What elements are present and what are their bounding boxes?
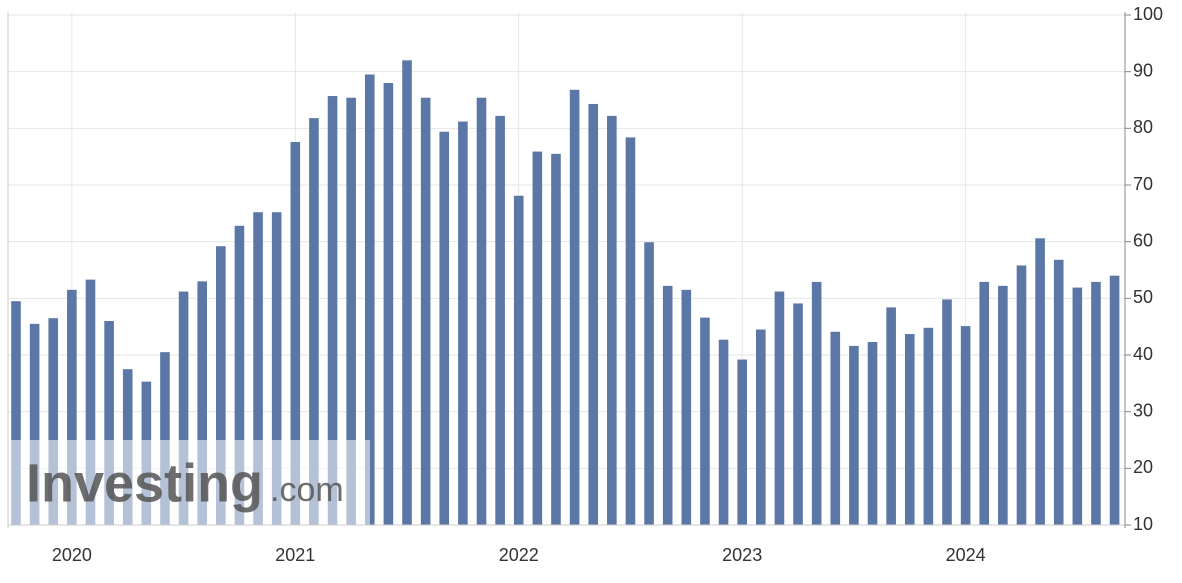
x-tick-label: 2021 bbox=[275, 545, 315, 565]
bar bbox=[327, 96, 338, 526]
y-tick-label: 80 bbox=[1133, 117, 1153, 137]
bar bbox=[830, 331, 841, 525]
bar bbox=[811, 281, 822, 525]
bar bbox=[346, 97, 356, 525]
watermark-box bbox=[8, 440, 370, 525]
y-tick-label: 100 bbox=[1133, 4, 1163, 24]
bar bbox=[513, 195, 524, 525]
bar bbox=[1035, 238, 1045, 525]
bars bbox=[11, 60, 1120, 526]
bar bbox=[290, 141, 301, 525]
bar bbox=[551, 153, 561, 526]
bar bbox=[588, 103, 599, 525]
bar bbox=[662, 285, 673, 525]
y-tick-label: 50 bbox=[1133, 287, 1153, 307]
bar bbox=[942, 299, 952, 525]
bar bbox=[420, 97, 431, 525]
bar bbox=[458, 121, 468, 526]
bar bbox=[923, 327, 934, 525]
y-tick-label: 60 bbox=[1133, 230, 1153, 250]
bar bbox=[1016, 265, 1027, 525]
watermark-suffix: .com bbox=[270, 471, 344, 509]
bar bbox=[309, 118, 319, 525]
bar bbox=[607, 115, 617, 525]
bar bbox=[197, 281, 207, 525]
bar bbox=[737, 359, 747, 525]
bar bbox=[774, 291, 785, 525]
bar bbox=[48, 318, 59, 525]
x-tick-label: 2023 bbox=[722, 545, 762, 565]
bar bbox=[234, 225, 245, 526]
bar bbox=[1091, 281, 1101, 525]
bar bbox=[849, 345, 859, 525]
bar bbox=[178, 291, 189, 525]
bar bbox=[67, 289, 77, 525]
x-tick-label: 2020 bbox=[52, 545, 92, 565]
y-tick-label: 30 bbox=[1133, 400, 1153, 420]
bar bbox=[644, 242, 654, 525]
bar bbox=[998, 285, 1008, 525]
bar bbox=[625, 137, 636, 525]
bar bbox=[904, 334, 915, 525]
bar bbox=[867, 341, 878, 525]
bar bbox=[160, 352, 170, 525]
x-tick-label: 2022 bbox=[499, 545, 539, 565]
bar bbox=[886, 307, 896, 525]
bar bbox=[681, 289, 692, 525]
bar bbox=[700, 317, 710, 525]
bar bbox=[979, 281, 990, 525]
bar bbox=[271, 212, 282, 525]
bar bbox=[960, 326, 971, 525]
y-tick-label: 70 bbox=[1133, 174, 1153, 194]
bar bbox=[718, 339, 729, 525]
y-tick-label: 90 bbox=[1133, 60, 1153, 80]
bar bbox=[1072, 287, 1083, 525]
y-tick-label: 40 bbox=[1133, 344, 1153, 364]
bar bbox=[364, 74, 375, 525]
x-tick-label: 2024 bbox=[946, 545, 986, 565]
bar bbox=[104, 321, 114, 525]
bar bbox=[476, 97, 487, 525]
bar bbox=[569, 89, 580, 526]
bar bbox=[532, 151, 543, 526]
bar bbox=[756, 329, 766, 525]
bar bbox=[439, 131, 450, 525]
bar bbox=[85, 279, 96, 525]
bar bbox=[793, 303, 803, 525]
bar bbox=[1053, 259, 1064, 525]
bar bbox=[1109, 275, 1120, 525]
watermark: Investing bbox=[26, 453, 263, 513]
bar bbox=[402, 60, 412, 525]
bar bbox=[11, 301, 21, 525]
bar bbox=[495, 115, 505, 525]
y-tick-label: 10 bbox=[1133, 514, 1153, 534]
bar bbox=[253, 212, 263, 525]
bar bbox=[29, 323, 40, 525]
bar bbox=[216, 246, 226, 525]
y-tick-label: 20 bbox=[1133, 457, 1153, 477]
bar bbox=[383, 83, 394, 525]
